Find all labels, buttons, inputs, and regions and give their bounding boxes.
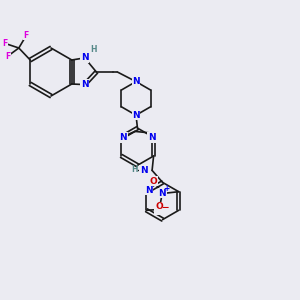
Text: H: H [90,45,96,54]
Text: N: N [148,133,156,142]
Text: F: F [5,52,10,61]
Text: Cl: Cl [155,205,163,214]
Text: N: N [81,53,88,62]
Text: F: F [24,31,29,40]
Text: N: N [81,80,88,89]
Text: N: N [145,186,152,195]
Text: N: N [132,77,140,86]
Text: −: − [161,203,168,212]
Text: N: N [158,189,166,198]
Text: N: N [132,111,140,120]
Text: O: O [150,177,158,186]
Text: O: O [156,202,164,211]
Text: +: + [164,184,170,193]
Text: N: N [140,166,148,175]
Text: H: H [132,165,138,174]
Text: F: F [3,39,8,48]
Text: N: N [119,133,127,142]
